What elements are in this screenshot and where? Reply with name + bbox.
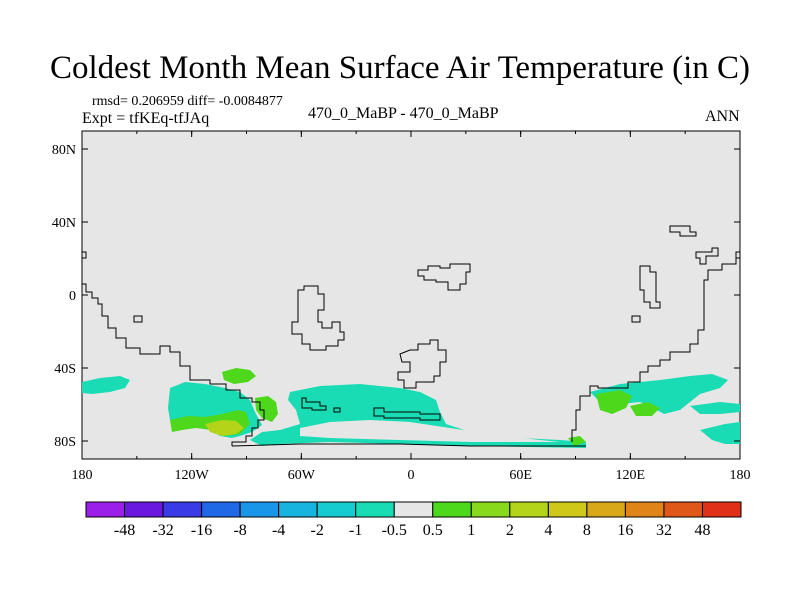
season-label: ANN bbox=[705, 108, 740, 125]
map-axes: 180 120W 60W 0 60E 120E 180 80N 40N 0 40S 80S bbox=[52, 131, 751, 483]
colorbar-swatch bbox=[663, 501, 703, 518]
colorbar-label: -1 bbox=[349, 522, 362, 539]
colorbar-label: 0.5 bbox=[423, 522, 443, 539]
coastline-small-island bbox=[82, 251, 87, 259]
lon-tick-label: 180 bbox=[730, 468, 751, 483]
period-label: 470_0_MaBP - 470_0_MaBP bbox=[308, 105, 499, 122]
colorbar-swatch bbox=[278, 501, 318, 518]
colorbar-label: -32 bbox=[152, 522, 173, 539]
lon-tick-label: 120W bbox=[175, 468, 210, 483]
stats-label: rmsd= 0.206959 diff= -0.0084877 bbox=[92, 94, 283, 109]
colorbar-label: -48 bbox=[114, 522, 135, 539]
lon-tick-label: 0 bbox=[408, 468, 415, 483]
plot-title: Coldest Month Mean Surface Air Temperatu… bbox=[50, 50, 750, 86]
anomaly-region bbox=[255, 396, 278, 422]
colorbar-swatch bbox=[316, 501, 357, 518]
colorbar-swatch bbox=[432, 501, 472, 518]
colorbar-label: 32 bbox=[656, 522, 672, 539]
anomaly-region bbox=[700, 422, 740, 444]
lat-tick-label: 80S bbox=[54, 435, 76, 450]
anomaly-region bbox=[630, 402, 660, 416]
coastline-europe bbox=[417, 263, 471, 291]
lon-tick-label: 60W bbox=[288, 468, 316, 483]
colorbar-label: -2 bbox=[311, 522, 324, 539]
coastline-small-island bbox=[133, 315, 143, 323]
lat-tick-label: 40N bbox=[52, 216, 76, 231]
coastline-ice-shelf bbox=[373, 407, 441, 421]
colorbar-swatch bbox=[201, 501, 241, 518]
colorbar-swatch bbox=[547, 501, 588, 518]
lon-tick-label: 180 bbox=[72, 468, 93, 483]
anomaly-region bbox=[82, 376, 130, 394]
coastline-antarctic-shelf bbox=[231, 443, 586, 447]
colorbar-swatch bbox=[509, 501, 549, 518]
colorbar-label: 2 bbox=[506, 522, 514, 539]
coastline-small-island bbox=[735, 251, 740, 259]
coastline-asia-east bbox=[639, 265, 661, 309]
colorbar: -48 -32 -16 -8 -4 -2 -1 -0.5 0.5 1 2 4 8 16 32 48 bbox=[85, 501, 742, 539]
coastline-americas bbox=[82, 283, 265, 446]
colorbar-label: -8 bbox=[233, 522, 246, 539]
colorbar-swatch bbox=[624, 501, 665, 518]
coastline-japan bbox=[669, 225, 697, 237]
anomaly-region bbox=[222, 368, 256, 384]
colorbar-label: -4 bbox=[272, 522, 285, 539]
colorbar-swatch bbox=[124, 501, 164, 518]
anomaly-region bbox=[205, 420, 244, 436]
colorbar-label: 4 bbox=[544, 522, 552, 539]
colorbar-swatch bbox=[586, 501, 626, 518]
colorbar-swatch bbox=[162, 501, 203, 518]
coastline-scandinavia bbox=[397, 339, 447, 389]
colorbar-swatch bbox=[85, 501, 126, 518]
lat-tick-label: 40S bbox=[54, 362, 76, 377]
colorbar-label: 1 bbox=[467, 522, 475, 539]
anomaly-region bbox=[300, 420, 560, 442]
colorbar-label: 16 bbox=[617, 522, 633, 539]
lon-tick-label: 60E bbox=[509, 468, 532, 483]
expt-label: Expt = tfKEq-tfJAq bbox=[82, 110, 210, 127]
coastlines bbox=[82, 225, 740, 447]
coastline-asia-main bbox=[571, 257, 740, 442]
anomaly-region bbox=[690, 402, 740, 414]
colorbar-swatch bbox=[701, 501, 742, 518]
coastline-korea bbox=[695, 247, 719, 265]
coastline-greenland bbox=[291, 285, 345, 351]
colorbar-label: -0.5 bbox=[382, 522, 407, 539]
colorbar-swatch bbox=[470, 501, 511, 518]
lat-tick-label: 0 bbox=[69, 289, 76, 304]
coastline-peninsula bbox=[301, 397, 327, 411]
anomaly-regions bbox=[82, 368, 740, 448]
colorbar-swatch bbox=[355, 501, 395, 518]
coastline-small-island bbox=[631, 315, 641, 323]
colorbar-swatch bbox=[393, 501, 434, 518]
anomaly-region bbox=[590, 374, 728, 414]
lat-tick-label: 80N bbox=[52, 143, 76, 158]
coastline-small-island bbox=[333, 407, 341, 413]
colorbar-label: 48 bbox=[694, 522, 710, 539]
colorbar-label: -16 bbox=[191, 522, 212, 539]
colorbar-swatch bbox=[239, 501, 280, 518]
lon-tick-label: 120E bbox=[616, 468, 646, 483]
colorbar-label: 8 bbox=[583, 522, 591, 539]
anomaly-region bbox=[596, 390, 632, 414]
